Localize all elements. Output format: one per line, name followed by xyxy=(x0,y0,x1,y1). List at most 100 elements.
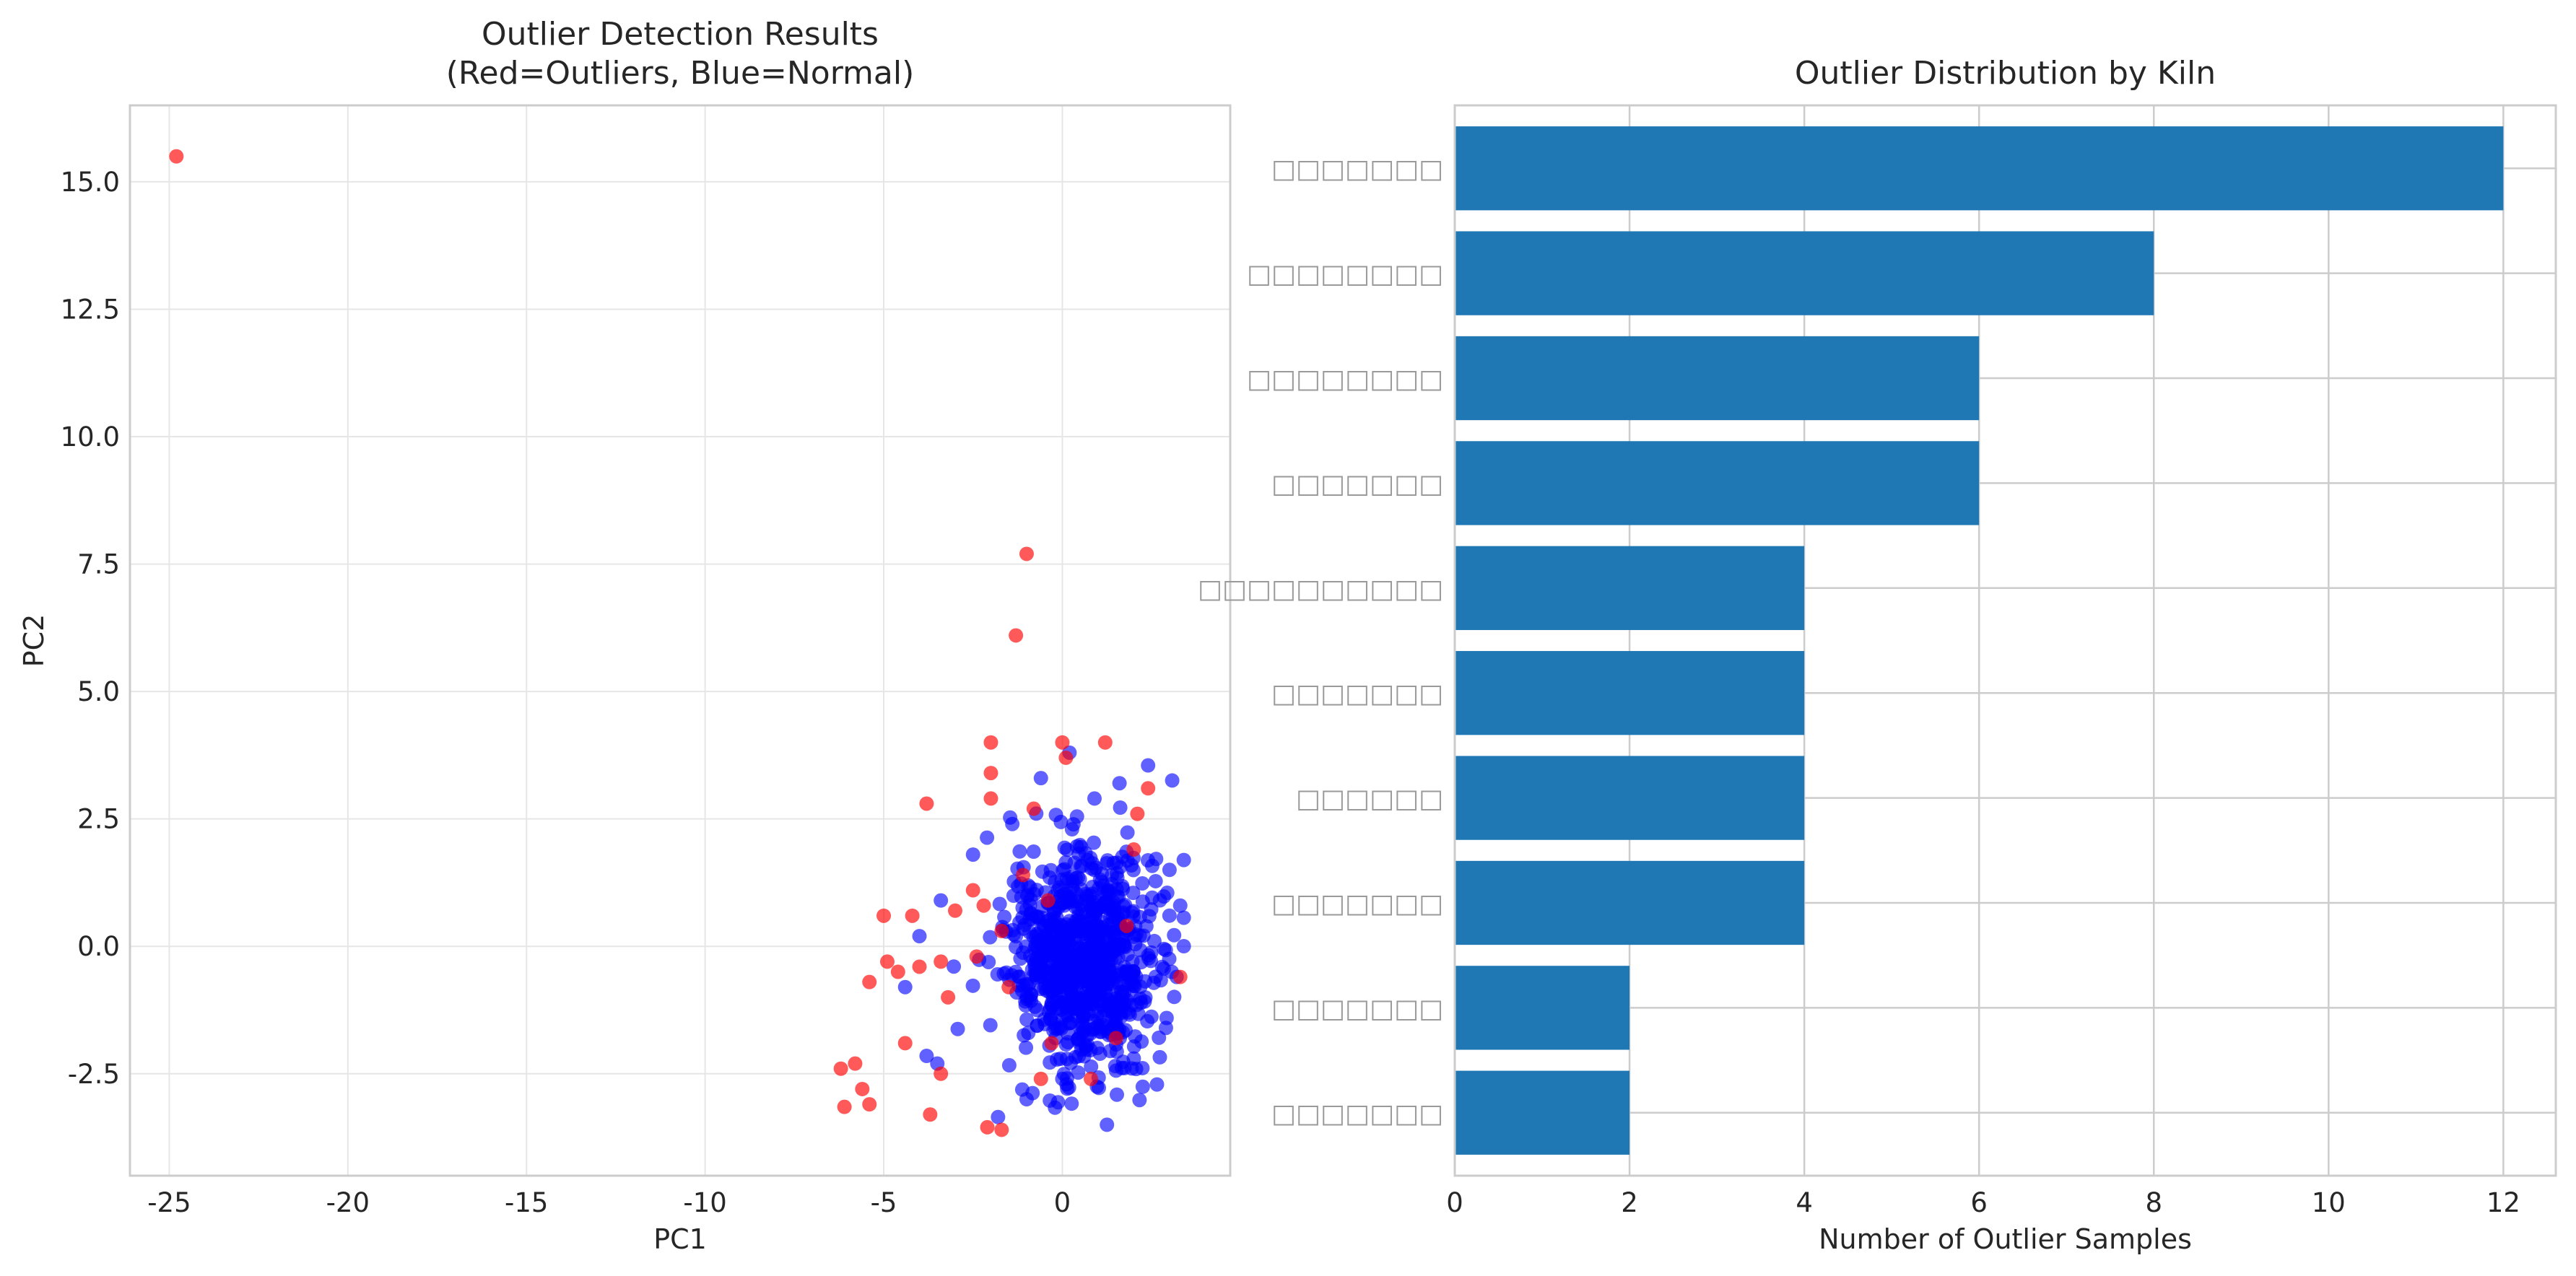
normal-point xyxy=(1069,989,1084,1004)
bar-title: Outlier Distribution by Kiln xyxy=(1795,55,2216,92)
normal-point xyxy=(1066,817,1081,832)
normal-point xyxy=(1158,1021,1173,1036)
normal-point xyxy=(998,965,1014,980)
normal-point xyxy=(1084,1059,1099,1074)
normal-point xyxy=(1102,1044,1118,1059)
normal-point xyxy=(1108,1059,1123,1074)
scatter-title-line-1: Outlier Detection Results xyxy=(482,16,879,53)
bar-x-tick-label: 2 xyxy=(1621,1187,1638,1218)
outlier-point xyxy=(1009,628,1024,643)
outlier-point xyxy=(837,1099,852,1114)
normal-point xyxy=(1172,898,1188,913)
normal-point xyxy=(1162,908,1177,923)
normal-point xyxy=(1053,969,1068,984)
bar-category-label: □□□□□□□ xyxy=(1271,1099,1443,1129)
normal-point xyxy=(1141,951,1157,966)
normal-point xyxy=(1102,885,1118,900)
normal-point xyxy=(1132,1093,1147,1108)
outlier-point xyxy=(905,908,920,923)
outlier-point xyxy=(934,954,949,969)
outlier-point xyxy=(912,959,927,974)
normal-point xyxy=(1012,844,1027,859)
normal-point xyxy=(1017,917,1032,932)
outlier-point xyxy=(890,964,905,979)
normal-point xyxy=(1120,825,1135,840)
bar xyxy=(1455,860,1805,945)
normal-point xyxy=(1040,928,1056,943)
normal-point xyxy=(1060,842,1075,857)
normal-point xyxy=(1112,776,1127,791)
outlier-point xyxy=(941,989,956,1005)
normal-point xyxy=(1061,936,1076,951)
normal-point xyxy=(1027,886,1042,901)
normal-point xyxy=(919,1049,934,1064)
normal-point xyxy=(1083,930,1098,945)
normal-point xyxy=(950,1021,965,1036)
outlier-point xyxy=(1108,1031,1123,1046)
bar-x-tick-label: 12 xyxy=(2486,1187,2520,1218)
bar xyxy=(1455,756,1805,840)
outlier-point xyxy=(879,954,895,969)
outlier-point xyxy=(855,1081,870,1096)
bar-plot-frame xyxy=(1453,104,2557,1177)
bar-x-tick-label: 8 xyxy=(2145,1187,2162,1218)
outlier-point xyxy=(1016,868,1031,883)
outlier-point xyxy=(1055,735,1070,750)
normal-point xyxy=(1158,943,1173,958)
normal-point xyxy=(1064,1096,1079,1111)
outlier-point xyxy=(934,1066,949,1081)
normal-point xyxy=(1043,862,1058,878)
normal-point xyxy=(1038,979,1053,994)
normal-point xyxy=(1148,873,1163,888)
bar-x-axis-label: Number of Outlier Samples xyxy=(1819,1223,2192,1255)
normal-point xyxy=(991,1109,1006,1124)
outlier-point xyxy=(862,974,877,989)
normal-point xyxy=(1135,1060,1150,1075)
normal-point xyxy=(1107,995,1122,1010)
bar-x-tick-label: 0 xyxy=(1446,1187,1463,1218)
scatter-y-tick-label: 0.0 xyxy=(77,931,120,962)
bar-x-tick-label: 4 xyxy=(1796,1187,1813,1218)
scatter-x-ticks: -25 -20 -15 -10 -5 0 xyxy=(147,1187,1071,1218)
normal-point xyxy=(1167,989,1182,1005)
normal-point xyxy=(1100,932,1115,948)
bar-category-label: □□□□□□□□□□ xyxy=(1198,574,1443,604)
normal-point xyxy=(897,979,913,995)
normal-point xyxy=(1055,1071,1070,1086)
normal-point xyxy=(1086,835,1101,850)
outlier-point xyxy=(994,1122,1009,1137)
scatter-y-tick-label: 10.0 xyxy=(61,421,120,453)
outlier-point xyxy=(1040,893,1056,908)
outlier-point xyxy=(1033,1071,1048,1086)
bar-category-label: □□□□□□□□ xyxy=(1247,260,1443,289)
normal-point xyxy=(1074,839,1089,855)
normal-point xyxy=(1120,947,1135,962)
normal-point xyxy=(1165,773,1180,788)
normal-point xyxy=(1162,862,1177,878)
normal-point xyxy=(1176,910,1191,925)
normal-point xyxy=(992,896,1007,912)
scatter-x-tick-label: -20 xyxy=(326,1187,370,1218)
normal-point xyxy=(1133,979,1148,995)
bar-x-tick-label: 10 xyxy=(2312,1187,2346,1218)
normal-point xyxy=(1030,933,1045,948)
bar xyxy=(1455,126,2504,211)
bar-x-ticks: 0 2 4 6 8 10 12 xyxy=(1446,1187,2520,1218)
outlier-point xyxy=(923,1107,938,1122)
normal-point xyxy=(1133,995,1149,1010)
outlier-point xyxy=(994,924,1009,939)
scatter-panel: -25 -20 -15 -10 -5 0 -2.5 0.0 2.5 5.0 7.5 10.0 12.5… xyxy=(18,16,1232,1255)
outlier-point xyxy=(1130,806,1145,821)
scatter-points xyxy=(169,149,1191,1137)
normal-point xyxy=(1019,989,1035,1004)
scatter-x-tick-label: -25 xyxy=(147,1187,191,1218)
normal-point xyxy=(980,830,995,845)
normal-point xyxy=(1113,800,1128,816)
normal-point xyxy=(1030,1018,1045,1034)
scatter-x-axis-label: PC1 xyxy=(653,1223,707,1255)
normal-point xyxy=(965,978,980,993)
normal-point xyxy=(1126,886,1141,901)
normal-point xyxy=(1126,1051,1141,1066)
normal-point xyxy=(1113,860,1128,875)
normal-point xyxy=(1141,758,1156,773)
